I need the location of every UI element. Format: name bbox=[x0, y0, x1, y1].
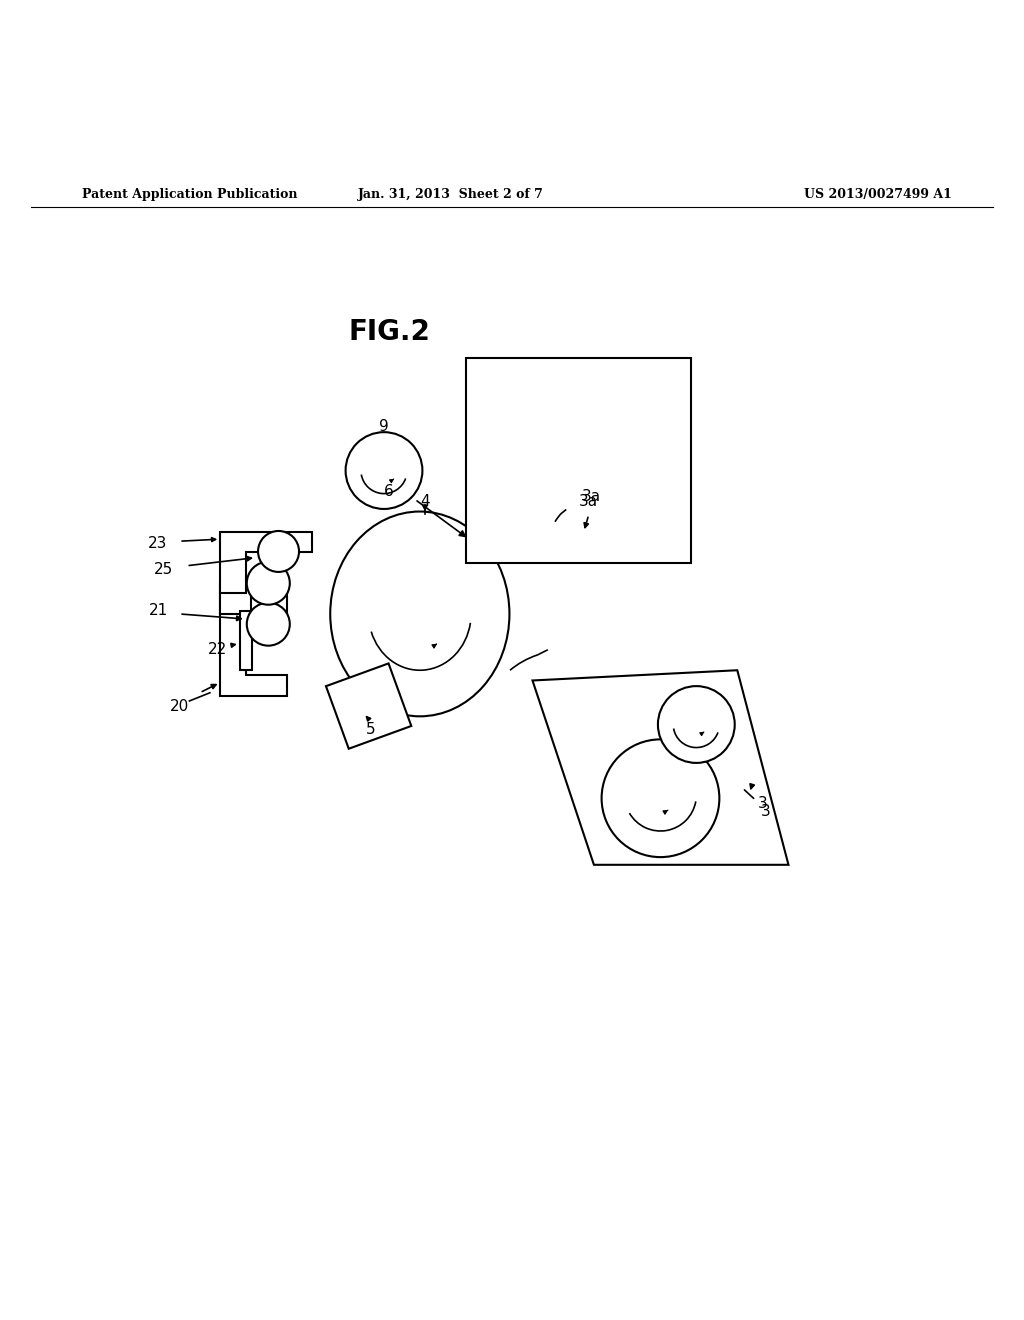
Text: 5: 5 bbox=[366, 722, 376, 737]
Text: Jan. 31, 2013  Sheet 2 of 7: Jan. 31, 2013 Sheet 2 of 7 bbox=[357, 187, 544, 201]
Text: 4: 4 bbox=[420, 494, 430, 508]
Text: US 2013/0027499 A1: US 2013/0027499 A1 bbox=[805, 187, 952, 201]
Text: 25: 25 bbox=[155, 562, 173, 577]
Text: 23: 23 bbox=[147, 536, 167, 550]
Polygon shape bbox=[220, 594, 287, 696]
Ellipse shape bbox=[330, 512, 509, 717]
Text: 21: 21 bbox=[150, 603, 168, 618]
Ellipse shape bbox=[601, 739, 719, 857]
Ellipse shape bbox=[247, 562, 290, 605]
Text: 20: 20 bbox=[170, 698, 188, 714]
Text: 22: 22 bbox=[208, 643, 227, 657]
Polygon shape bbox=[532, 671, 788, 865]
Ellipse shape bbox=[658, 686, 735, 763]
Bar bbox=[240, 611, 252, 671]
Text: 9: 9 bbox=[379, 418, 389, 434]
Text: Patent Application Publication: Patent Application Publication bbox=[82, 187, 297, 201]
Text: 3: 3 bbox=[761, 804, 771, 818]
Polygon shape bbox=[220, 532, 312, 594]
Polygon shape bbox=[220, 583, 251, 614]
Text: 6: 6 bbox=[384, 483, 394, 499]
Ellipse shape bbox=[247, 603, 290, 645]
Text: 3a: 3a bbox=[580, 494, 598, 508]
Text: FIG.2: FIG.2 bbox=[348, 318, 430, 346]
Text: 3a: 3a bbox=[582, 488, 601, 504]
Bar bbox=[466, 358, 691, 562]
Text: 3: 3 bbox=[758, 796, 768, 810]
Ellipse shape bbox=[258, 531, 299, 572]
Polygon shape bbox=[326, 664, 412, 748]
Ellipse shape bbox=[346, 432, 422, 510]
